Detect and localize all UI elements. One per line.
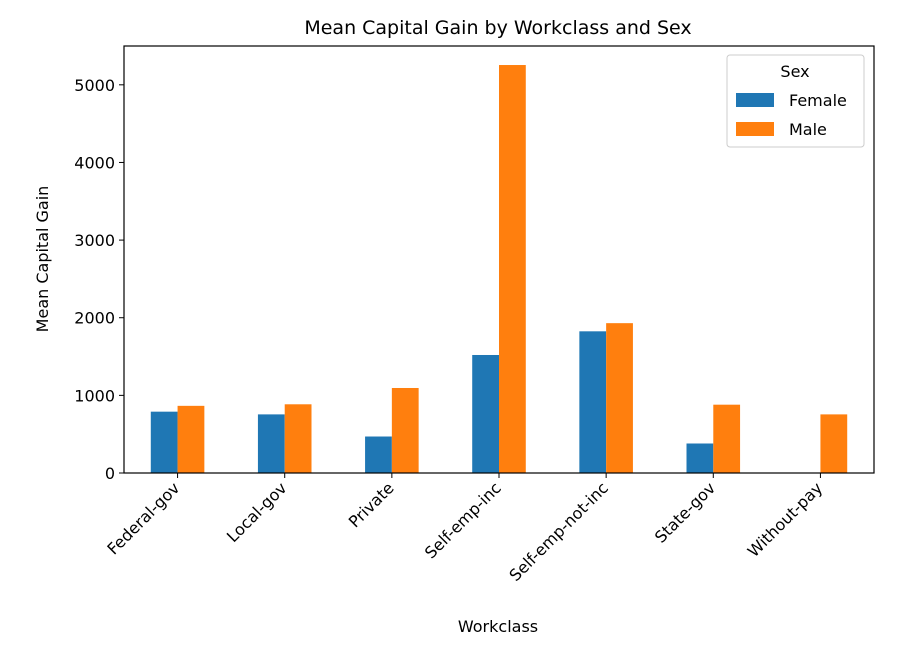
- y-tick-label: 1000: [74, 386, 115, 405]
- x-axis-title: Workclass: [458, 617, 538, 636]
- bar-male-federal-gov: [177, 405, 205, 473]
- bar-male-local-gov: [284, 404, 312, 473]
- chart-title: Mean Capital Gain by Workclass and Sex: [304, 17, 691, 39]
- y-tick-label: 0: [105, 464, 115, 483]
- bar-female-state-gov: [686, 443, 714, 473]
- x-tick-label: Without-pay: [744, 478, 827, 561]
- legend-label-male: Male: [789, 120, 827, 139]
- plot-area-frame: [123, 45, 875, 474]
- y-tick-label: 2000: [74, 309, 115, 328]
- legend-label-female: Female: [789, 91, 847, 110]
- x-tick-label: Self-emp-not-inc: [505, 478, 612, 585]
- bar-female-federal-gov: [150, 411, 178, 473]
- legend-items: Female Male: [736, 91, 847, 139]
- y-tick-label: 3000: [74, 231, 115, 250]
- bars: [150, 65, 848, 474]
- bar-female-self-emp-not-inc: [579, 331, 607, 473]
- x-tick-label: Federal-gov: [103, 478, 183, 558]
- legend-swatch-female: [736, 93, 774, 107]
- legend-title: Sex: [780, 62, 809, 81]
- x-tick-label: Self-emp-inc: [421, 478, 505, 562]
- x-axis-ticks: Federal-gov Local-gov Private Self-emp-inc S…: [103, 473, 826, 585]
- legend: Sex Female Male: [726, 54, 865, 148]
- bar-male-state-gov: [713, 404, 741, 473]
- legend-swatch-male: [736, 122, 774, 136]
- bar-male-private: [391, 387, 419, 473]
- bar-male-self-emp-not-inc: [606, 323, 633, 473]
- y-tick-label: 5000: [74, 76, 115, 95]
- bar-male-without-pay: [820, 414, 848, 473]
- x-tick-label: State-gov: [651, 478, 719, 546]
- bar-male-self-emp-inc: [499, 65, 526, 474]
- y-tick-label: 4000: [74, 153, 115, 172]
- y-axis-ticks: 0 1000 2000 3000 4000 5000: [74, 76, 124, 483]
- bar-female-local-gov: [257, 414, 285, 473]
- x-tick-label: Local-gov: [223, 478, 291, 546]
- bar-female-self-emp-inc: [472, 354, 499, 473]
- bar-female-private: [365, 436, 392, 473]
- y-axis-title: Mean Capital Gain: [33, 186, 52, 333]
- x-tick-label: Private: [345, 478, 398, 531]
